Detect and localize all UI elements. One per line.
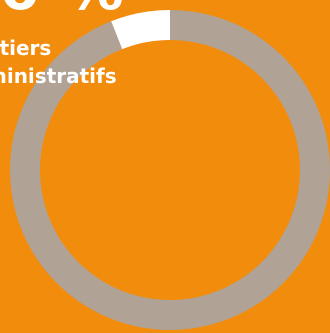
category-label: etiers ministratifs	[0, 34, 117, 90]
donut-slices	[10, 10, 330, 330]
donut-slice-1	[111, 10, 170, 50]
category-label-line-2: ministratifs	[0, 64, 117, 88]
category-label-line-1: etiers	[0, 36, 52, 60]
percentage-value: 6 %	[0, 0, 127, 18]
